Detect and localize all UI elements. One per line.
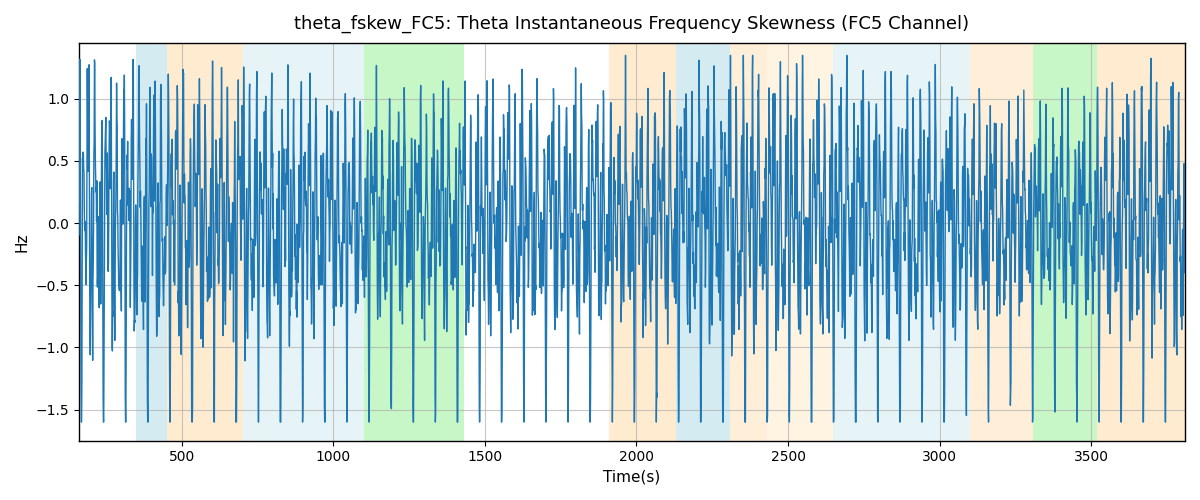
Bar <box>970 43 1033 440</box>
Bar <box>767 43 834 440</box>
Title: theta_fskew_FC5: Theta Instantaneous Frequency Skewness (FC5 Channel): theta_fskew_FC5: Theta Instantaneous Fre… <box>294 15 970 34</box>
Bar <box>731 43 767 440</box>
Bar <box>610 43 676 440</box>
Y-axis label: Hz: Hz <box>14 232 30 252</box>
Bar <box>834 43 878 440</box>
Bar <box>928 43 970 440</box>
Bar <box>304 43 364 440</box>
Bar <box>167 43 242 440</box>
Bar <box>878 43 928 440</box>
Bar <box>137 43 167 440</box>
Bar <box>676 43 731 440</box>
Bar <box>242 43 304 440</box>
Bar <box>1033 43 1097 440</box>
X-axis label: Time(s): Time(s) <box>604 470 660 485</box>
Bar <box>364 43 463 440</box>
Bar <box>1097 43 1186 440</box>
